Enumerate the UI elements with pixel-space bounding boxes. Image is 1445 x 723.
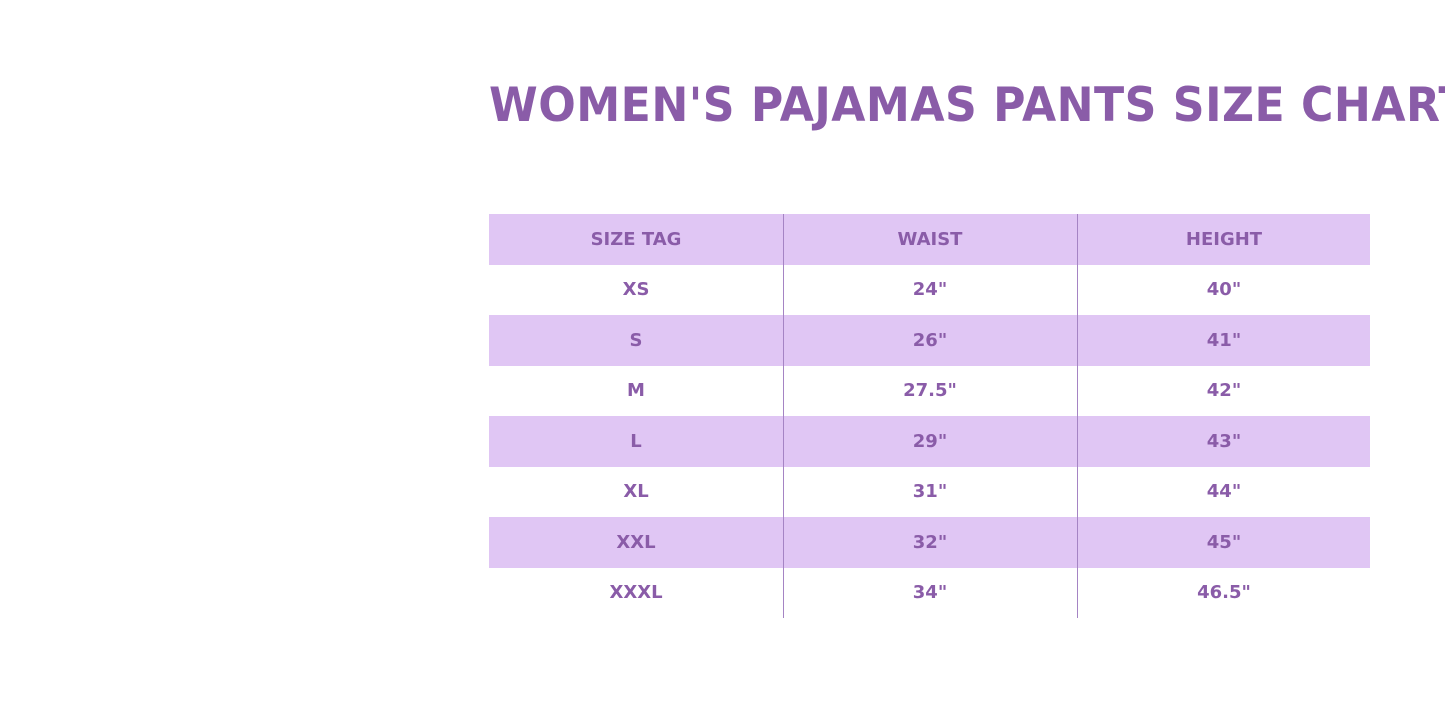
table-row: S 26" 41" [489, 315, 1370, 366]
column-divider [1077, 214, 1078, 618]
page-title: WOMEN'S PAJAMAS PANTS SIZE CHART [489, 78, 1445, 133]
height-cell: 41" [1206, 329, 1242, 351]
table-header-row: SIZE TAG WAIST HEIGHT [489, 214, 1370, 265]
waist-cell: 29" [912, 430, 948, 452]
waist-cell: 31" [912, 481, 948, 503]
size-chart-table: SIZE TAG WAIST HEIGHT XS 24" 40" S 26" 41" M 27… [489, 214, 1370, 618]
waist-cell: 32" [912, 531, 948, 553]
waist-cell: 27.5" [903, 380, 957, 402]
waist-cell: 26" [912, 329, 948, 351]
height-cell: 46.5" [1197, 582, 1251, 604]
height-cell: 42" [1206, 380, 1242, 402]
table-row: XS 24" 40" [489, 265, 1370, 316]
header-height: HEIGHT [1185, 228, 1263, 250]
table-row: XXL 32" 45" [489, 517, 1370, 568]
height-cell: 44" [1206, 481, 1242, 503]
table-row: M 27.5" 42" [489, 366, 1370, 417]
size-tag-cell: M [627, 380, 645, 402]
size-tag-cell: XL [623, 481, 649, 503]
table-row: L 29" 43" [489, 416, 1370, 467]
table-row: XL 31" 44" [489, 467, 1370, 518]
height-cell: 43" [1206, 430, 1242, 452]
table-row: XXXL 34" 46.5" [489, 568, 1370, 619]
size-tag-cell: S [629, 329, 643, 351]
header-waist: WAIST [897, 228, 963, 250]
size-tag-cell: L [630, 430, 642, 452]
height-cell: 40" [1206, 279, 1242, 301]
waist-cell: 34" [912, 582, 948, 604]
header-size-tag: SIZE TAG [590, 228, 682, 250]
size-tag-cell: XXL [616, 531, 656, 553]
size-tag-cell: XXXL [609, 582, 663, 604]
column-divider [783, 214, 784, 618]
size-tag-cell: XS [622, 279, 650, 301]
waist-cell: 24" [912, 279, 948, 301]
height-cell: 45" [1206, 531, 1242, 553]
